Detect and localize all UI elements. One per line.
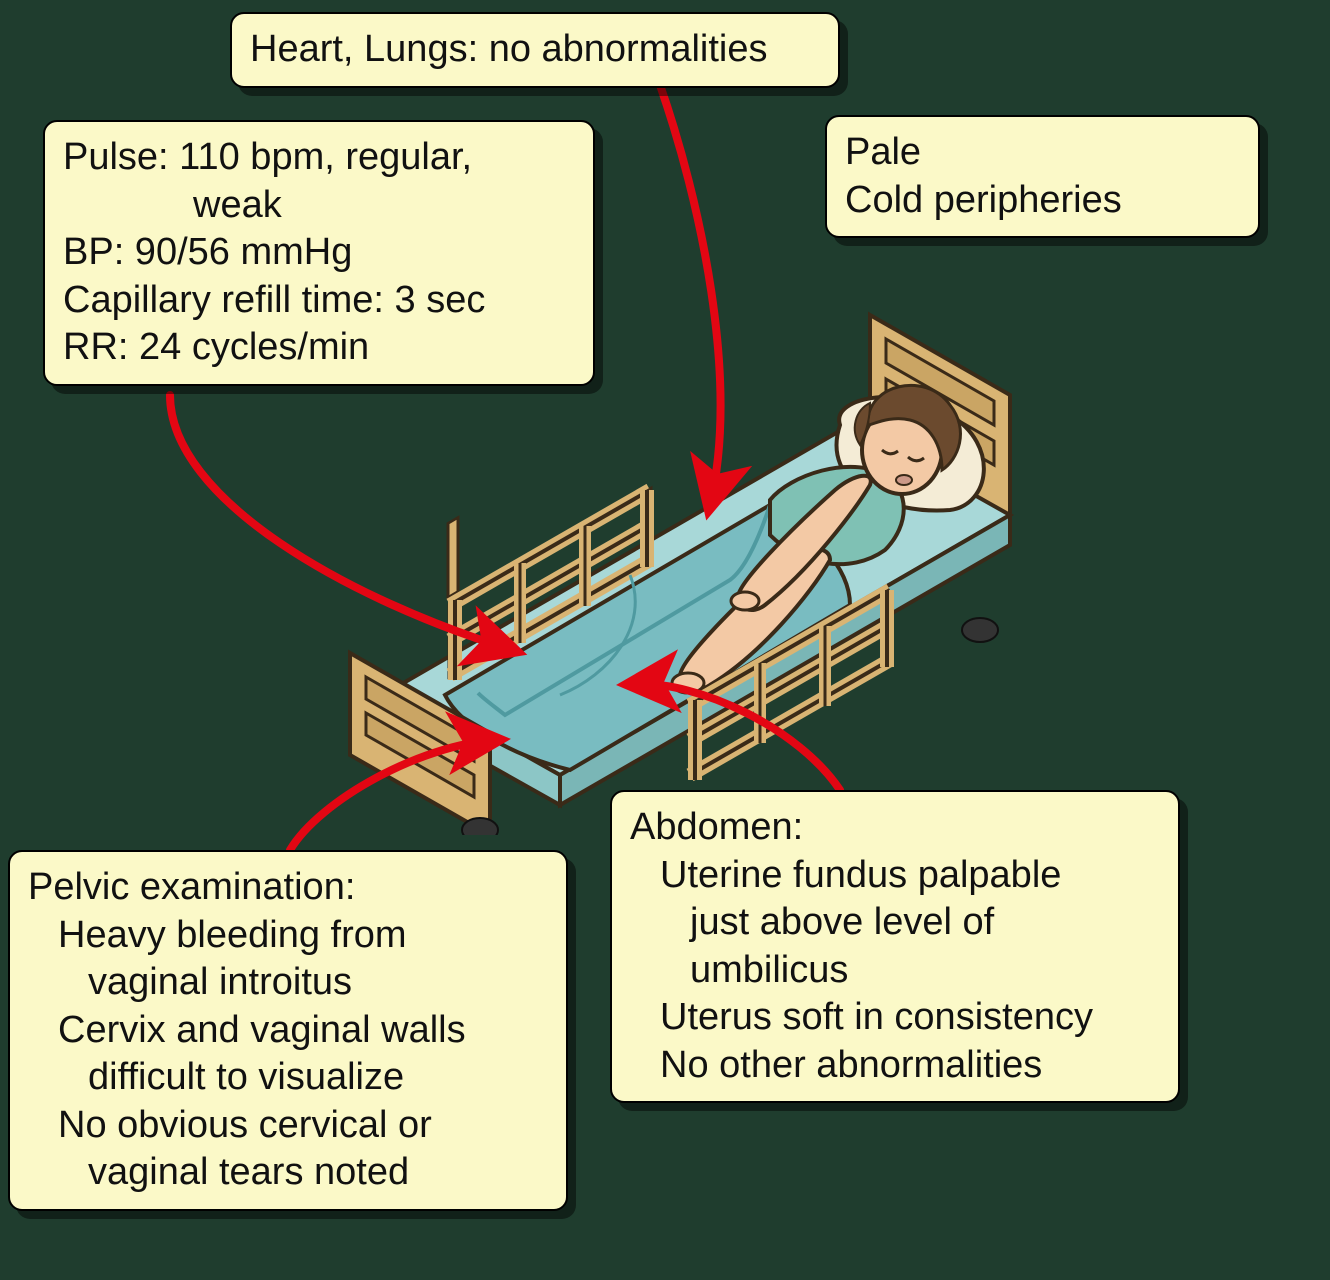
abdomen-item1-l2: just above level of bbox=[630, 899, 1160, 947]
pelvic-item1-l1: Heavy bleeding from bbox=[28, 912, 548, 960]
vitals-rr: RR: 24 cycles/min bbox=[63, 324, 575, 372]
abdomen-card: Abdomen: Uterine fundus palpable just ab… bbox=[610, 790, 1180, 1103]
vitals-crt: Capillary refill time: 3 sec bbox=[63, 277, 575, 325]
appearance-pale: Pale bbox=[845, 129, 1240, 177]
pelvic-item1-l2: vaginal introitus bbox=[28, 959, 548, 1007]
abdomen-item2-l1: Uterus soft in consistency bbox=[630, 994, 1160, 1042]
pelvic-item2-l2: difficult to visualize bbox=[28, 1054, 548, 1102]
abdomen-item1-l1: Uterine fundus palpable bbox=[630, 852, 1160, 900]
vitals-card: Pulse: 110 bpm, regular, weak BP: 90/56 … bbox=[43, 120, 595, 386]
pelvic-card: Pelvic examination: Heavy bleeding from … bbox=[8, 850, 568, 1211]
abdomen-item1-l3: umbilicus bbox=[630, 947, 1160, 995]
abdomen-title: Abdomen: bbox=[630, 804, 1160, 852]
appearance-cold: Cold peripheries bbox=[845, 177, 1240, 225]
pelvic-title: Pelvic examination: bbox=[28, 864, 548, 912]
heart-lungs-card: Heart, Lungs: no abnormalities bbox=[230, 12, 840, 88]
pelvic-item2-l1: Cervix and vaginal walls bbox=[28, 1007, 548, 1055]
abdomen-item3-l1: No other abnormalities bbox=[630, 1042, 1160, 1090]
pelvic-item3-l2: vaginal tears noted bbox=[28, 1149, 548, 1197]
vitals-bp: BP: 90/56 mmHg bbox=[63, 229, 575, 277]
heart-lungs-text: Heart, Lungs: no abnormalities bbox=[250, 26, 820, 74]
vitals-pulse-line2: weak bbox=[63, 182, 575, 230]
vitals-pulse-line1: Pulse: 110 bpm, regular, bbox=[63, 134, 575, 182]
appearance-card: Pale Cold peripheries bbox=[825, 115, 1260, 238]
pelvic-item3-l1: No obvious cervical or bbox=[28, 1102, 548, 1150]
